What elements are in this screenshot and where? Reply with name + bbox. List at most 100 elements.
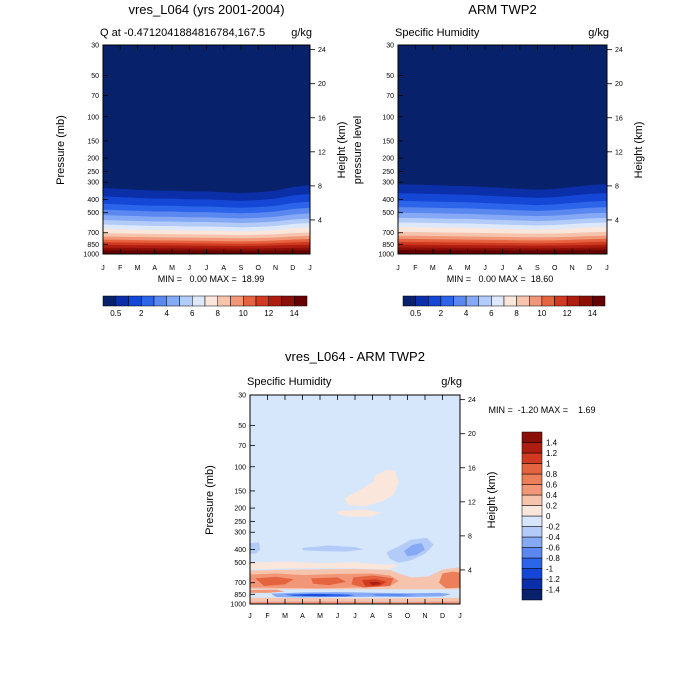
y-axis-label-left: pressure level	[352, 116, 364, 184]
chart-title: ARM TWP2	[468, 2, 536, 17]
x-tick-label: J	[396, 265, 400, 272]
height-tick-label: 20	[318, 81, 326, 88]
colorbar-swatch	[521, 442, 543, 454]
pressure-tick-label: 400	[382, 197, 394, 204]
anomaly-patch	[404, 543, 425, 557]
colorbar-label: 12	[264, 309, 273, 318]
height-tick-label: 4	[468, 567, 472, 574]
chart-right-label: g/kg	[291, 27, 312, 39]
height-tick-label: 8	[318, 183, 322, 190]
height-tick-label: 16	[615, 115, 623, 122]
pressure-tick-label: 850	[87, 242, 99, 249]
x-tick-label: M	[135, 265, 141, 272]
contour-field	[250, 395, 460, 604]
colorbar-swatch	[503, 295, 517, 307]
pressure-tick-label: 400	[87, 197, 99, 204]
pressure-tick-label: 500	[382, 210, 394, 217]
colorbar-swatch	[415, 295, 429, 307]
colorbar-label: -0.8	[546, 554, 560, 563]
x-tick-label: J	[458, 613, 462, 620]
anomaly-patch	[369, 581, 382, 586]
colorbar-swatch	[521, 536, 543, 548]
colorbar-label: -0.4	[546, 533, 560, 542]
anomaly-patch	[299, 594, 334, 596]
colorbar-label: 14	[588, 309, 597, 318]
pressure-tick-label: 1000	[378, 252, 394, 259]
pressure-tick-label: 70	[386, 93, 394, 100]
pressure-tick-label: 200	[87, 156, 99, 163]
colorbar-label: 1	[546, 460, 551, 469]
colorbar-swatch	[102, 295, 116, 307]
colorbar-label: -1.2	[546, 575, 560, 584]
y-axis-label-right: Height (km)	[486, 472, 498, 529]
y-axis-label-left: Pressure (mb)	[204, 465, 216, 535]
y-axis-label-right: Height (km)	[633, 122, 645, 179]
pressure-tick-label: 300	[87, 180, 99, 187]
contour-field	[398, 45, 607, 254]
pressure-tick-label: 100	[382, 114, 394, 121]
pressure-tick-label: 250	[382, 169, 394, 176]
colorbar-swatch	[521, 494, 543, 506]
x-tick-label: M	[282, 613, 288, 620]
colorbar-swatch	[521, 431, 543, 443]
colorbar-swatch	[592, 295, 606, 307]
x-tick-label: M	[169, 265, 175, 272]
x-tick-label: D	[440, 613, 445, 620]
x-tick-label: M	[430, 265, 436, 272]
pressure-tick-label: 70	[91, 93, 99, 100]
anomaly-patch	[302, 545, 364, 552]
colorbar-swatch	[128, 295, 142, 307]
anomaly-patch	[250, 542, 261, 554]
anomaly-patch	[250, 589, 285, 593]
colorbar: 0.5 2 4 6 8 10 12 14	[102, 295, 308, 318]
anomaly-patch	[255, 576, 294, 587]
x-tick-label: O	[405, 613, 411, 620]
anomaly-patch	[311, 577, 347, 586]
colorbar-swatch	[268, 295, 282, 307]
colorbar: -1.4-1.2-1-0.8-0.6-0.4-0.200.20.40.60.81…	[521, 431, 560, 601]
pressure-tick-label: 500	[234, 560, 246, 567]
x-tick-label: J	[205, 265, 209, 272]
height-tick-label: 12	[318, 149, 326, 156]
x-tick-label: D	[290, 265, 295, 272]
pressure-tick-label: 150	[87, 138, 99, 145]
chart-right-label: g/kg	[588, 27, 609, 39]
pressure-tick-label: 30	[91, 43, 99, 50]
x-tick-label: O	[256, 265, 262, 272]
colorbar-label: 0.8	[546, 470, 558, 479]
pressure-tick-label: 850	[234, 592, 246, 599]
anomaly-patch	[337, 509, 382, 517]
colorbar-swatch	[115, 295, 129, 307]
pressure-tick-label: 50	[238, 423, 246, 430]
x-tick-label: F	[413, 265, 417, 272]
colorbar-swatch	[521, 578, 543, 590]
anomaly-patch	[372, 593, 417, 597]
x-tick-label: J	[308, 265, 312, 272]
colorbar-swatch	[521, 452, 543, 464]
colorbar-swatch	[529, 295, 543, 307]
colorbar-swatch	[521, 568, 543, 580]
height-tick-label: 20	[615, 81, 623, 88]
colorbar-label: 2	[439, 309, 444, 318]
colorbar-label: 1.4	[546, 439, 558, 448]
pressure-tick-label: 250	[234, 519, 246, 526]
colorbar-label: -1	[546, 565, 554, 574]
colorbar-label: 0	[546, 512, 551, 521]
min-max-stats: MIN = 0.00 MAX = 18.60	[447, 274, 554, 284]
anomaly-patch	[250, 561, 399, 570]
colorbar-swatch	[294, 295, 308, 307]
chart-left-label: Specific Humidity	[247, 376, 332, 388]
pressure-tick-label: 100	[234, 464, 246, 471]
x-tick-label: S	[535, 265, 540, 272]
colorbar-label: 14	[290, 309, 299, 318]
colorbar-label: 4	[165, 309, 170, 318]
colorbar-label: 4	[464, 309, 469, 318]
colorbar-swatch	[579, 295, 593, 307]
pressure-tick-label: 50	[91, 73, 99, 80]
colorbar-swatch	[141, 295, 155, 307]
pressure-tick-label: 200	[234, 506, 246, 513]
chart-right-label: g/kg	[441, 376, 462, 388]
x-tick-label: A	[370, 613, 375, 620]
x-tick-label: J	[353, 613, 357, 620]
x-tick-label: J	[101, 265, 105, 272]
